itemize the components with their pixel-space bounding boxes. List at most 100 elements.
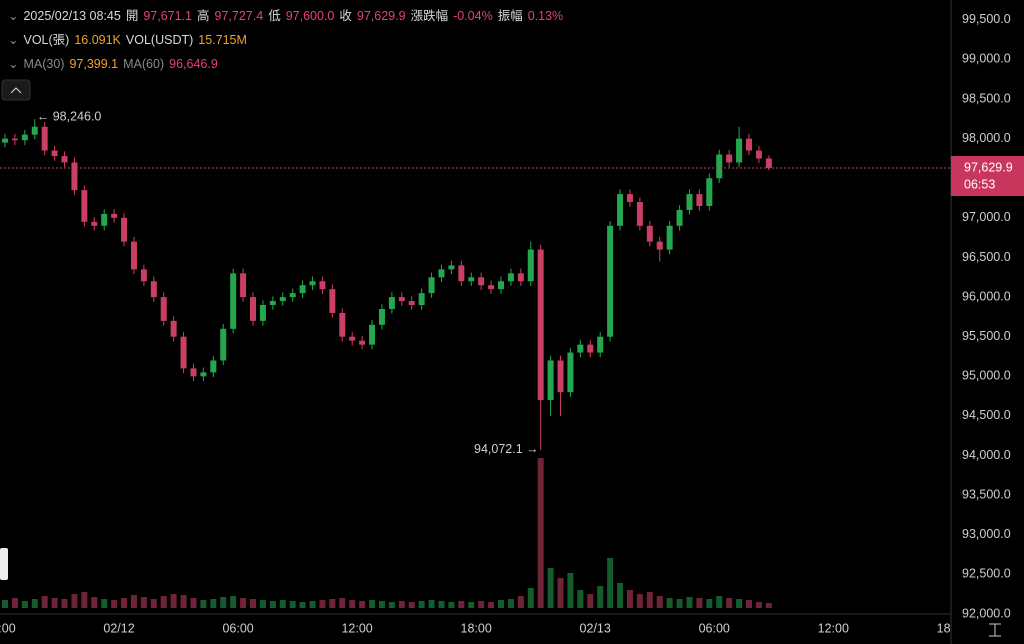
candle-body: [438, 269, 445, 278]
candle-body: [240, 273, 247, 298]
candle-body: [686, 194, 693, 210]
candle-body: [458, 265, 465, 282]
candle-body: [150, 281, 157, 298]
candle-body: [230, 273, 237, 329]
candle-body: [180, 336, 187, 369]
volume-bar: [676, 599, 683, 608]
candle-body: [279, 297, 286, 302]
x-tick-label: 02/13: [580, 621, 611, 635]
volume-bar: [498, 600, 504, 608]
candle-body: [289, 293, 296, 298]
volume-bar: [2, 600, 8, 608]
volume-bar: [388, 602, 395, 608]
y-tick-label: 95,000.0: [962, 369, 1011, 383]
candle-body: [369, 324, 376, 345]
candle-body: [160, 297, 167, 321]
volume-bar: [71, 594, 78, 608]
candle-body: [51, 150, 58, 157]
candle-body: [81, 190, 88, 222]
label: MA(30): [23, 57, 65, 71]
x-tick-label: 12:00: [818, 621, 849, 635]
volume-bar: [746, 600, 752, 608]
collapse-button[interactable]: [1, 79, 31, 101]
price-axis-panel: [951, 0, 1024, 644]
y-tick-label: 97,000.0: [962, 210, 1011, 224]
volume-bar: [130, 595, 137, 608]
candle-body: [388, 297, 395, 309]
candle-body: [170, 320, 177, 337]
volume-bar: [309, 601, 316, 608]
value: -0.04%: [453, 9, 493, 23]
candle-body: [755, 150, 762, 159]
countdown-label: 06:53: [964, 177, 995, 191]
volume-bar: [517, 596, 524, 608]
candle-body: [319, 281, 326, 290]
candle-body: [537, 249, 544, 401]
label: 振幅: [497, 9, 523, 23]
volume-bar: [537, 458, 544, 608]
volume-bar: [259, 600, 266, 608]
volume-bar: [21, 601, 28, 608]
candle-body: [121, 217, 128, 242]
candle-body: [448, 265, 455, 270]
max-annotation: ← 98,246.0: [37, 109, 102, 123]
candle-body: [2, 138, 8, 143]
value: 15.715M: [198, 33, 247, 47]
volume-bar: [91, 597, 98, 608]
candle-body: [468, 277, 475, 282]
icon[interactable]: [989, 623, 1001, 637]
volume-bar: [438, 601, 445, 608]
volume-bar: [41, 596, 48, 608]
candle-body: [597, 336, 604, 353]
legend: ⌄ 2025/02/13 08:45 開 97,671.1 高 97,727.4 低 97,6…: [8, 4, 568, 76]
ohlc-row: ⌄ 2025/02/13 08:45 開 97,671.1 高 97,727.4 低 97,6…: [8, 9, 564, 23]
value: 97,629.9: [356, 9, 406, 23]
candle-body: [726, 154, 733, 163]
volume-bar: [567, 573, 574, 608]
candle-body: [418, 293, 425, 306]
label: 開: [125, 9, 139, 23]
volume-bar: [111, 600, 118, 608]
candle-body: [607, 225, 614, 337]
x-tick-label: 06:00: [699, 621, 730, 635]
value: 96,646.9: [169, 57, 218, 71]
value: 97,600.0: [285, 9, 335, 23]
y-tick-label: 94,500.0: [962, 408, 1011, 422]
volume-bar: [230, 596, 237, 608]
y-tick-label: 99,000.0: [962, 52, 1011, 66]
volume-bar: [150, 599, 157, 608]
label: 高: [197, 9, 210, 23]
value: 97,727.4: [214, 9, 264, 23]
volume-bar: [140, 597, 147, 608]
candle-body: [210, 360, 217, 373]
candle-body: [309, 281, 316, 286]
candle-body: [567, 352, 574, 393]
candle-body: [329, 289, 336, 313]
y-tick-label: 98,000.0: [962, 131, 1011, 145]
candle-body: [656, 241, 663, 250]
y-tick-label: 93,000.0: [962, 527, 1011, 541]
candle-body: [706, 178, 713, 206]
candle-body: [250, 297, 256, 321]
volume-bar: [696, 598, 703, 608]
volume-bar: [329, 599, 336, 608]
volume-bar: [170, 594, 177, 608]
candle-body: [498, 281, 504, 290]
volume-bar: [617, 583, 624, 608]
candle-body: [716, 154, 723, 179]
side-tab[interactable]: [0, 548, 8, 580]
y-tick-label: 95,500.0: [962, 329, 1011, 343]
volume-bar: [755, 602, 762, 608]
datetime: 2025/02/13 08:45: [23, 9, 121, 23]
value: 97,671.1: [143, 9, 192, 23]
y-tick-label: 98,500.0: [962, 91, 1011, 105]
value: 97,399.1: [69, 57, 119, 71]
volume-bar: [369, 600, 376, 608]
candle-body: [111, 213, 118, 218]
volume-bar: [81, 592, 88, 608]
volume-bar: [180, 595, 187, 608]
candle-body: [71, 162, 78, 191]
volume-bar: [607, 558, 614, 608]
label: 收: [339, 9, 352, 23]
candle-body: [488, 285, 495, 290]
